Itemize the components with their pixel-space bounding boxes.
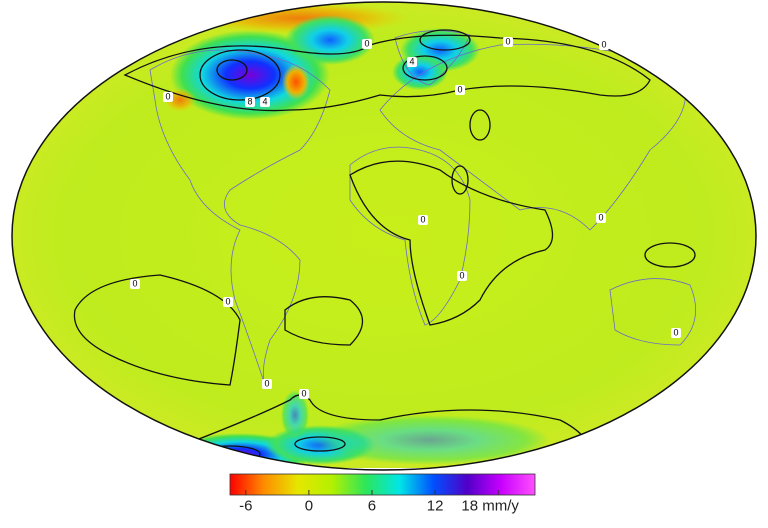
colorbar-tick-label: -6: [239, 497, 252, 514]
contour-label-bg: [163, 92, 173, 102]
contours: [73, 29, 696, 470]
contour-label: 0: [505, 36, 510, 46]
contour-label: 0: [264, 378, 269, 388]
colorbar-tick-label: 6: [368, 497, 376, 514]
colorbar-tick-label: 0: [305, 497, 313, 514]
colorbar-tick-label: 18 mm/y: [461, 497, 519, 514]
contour-label: 0: [459, 270, 464, 280]
contour-label: 0: [598, 212, 603, 222]
map-field: [12, 2, 756, 470]
contour-label: 0: [225, 296, 230, 306]
contour-label: 0: [132, 278, 137, 288]
contour-label: 0: [301, 388, 306, 398]
contour-label: 0: [364, 38, 369, 48]
contour-label: 0: [601, 39, 606, 49]
contour-label-bg: [503, 37, 513, 47]
map-border: [11, 1, 757, 471]
contour-label-bg: [596, 213, 606, 223]
contour-label-bg: [130, 279, 140, 289]
contour-label-bg: [455, 85, 465, 95]
contour-label-bg: [223, 297, 233, 307]
colorbar-fill: [229, 473, 536, 496]
contour-label: 0: [457, 84, 462, 94]
contour-label: 0: [673, 327, 678, 337]
contour-label-bg: [599, 40, 609, 50]
contour-label-bg: [260, 97, 270, 107]
contour-label-bg: [457, 271, 467, 281]
contour-label-bg: [262, 379, 272, 389]
contour-label-bg: [418, 215, 428, 225]
contour-label-bg: [407, 57, 417, 67]
colorbar: -6 0 6 12 18 mm/y: [229, 473, 536, 514]
contour-label: 0: [165, 91, 170, 101]
contour-label-bg: [362, 39, 372, 49]
contour-label-bg: [299, 389, 309, 399]
contour-label: 4: [409, 56, 414, 66]
contour-label: 8: [247, 96, 252, 106]
contour-label-bg: [245, 97, 255, 107]
contour-label-bg: [671, 328, 681, 338]
contour-label: 0: [420, 214, 425, 224]
contour-label: 4: [262, 96, 267, 106]
colorbar-tick-label: 12: [427, 497, 444, 514]
